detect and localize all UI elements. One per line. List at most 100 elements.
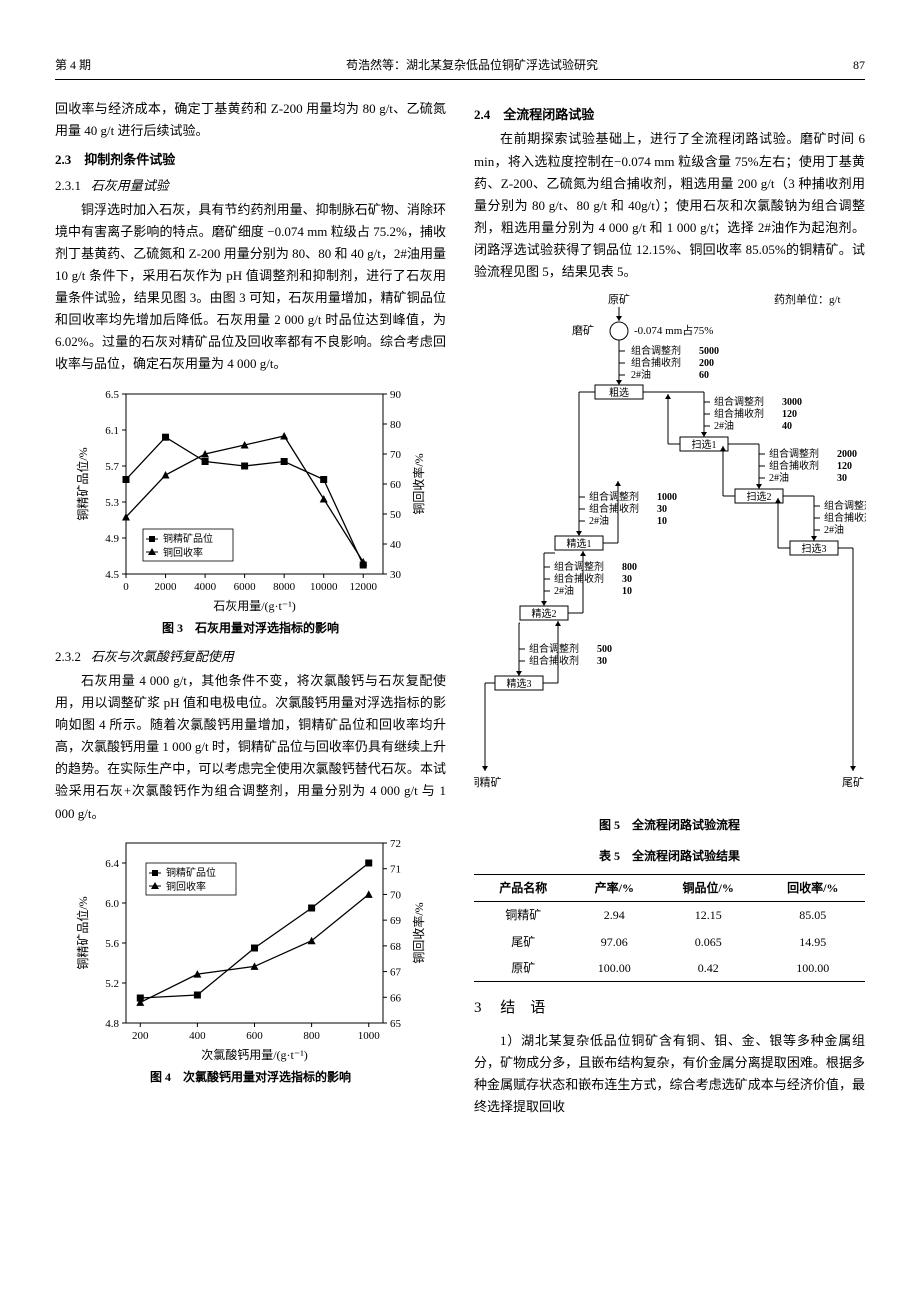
svg-text:5.3: 5.3: [105, 497, 119, 509]
svg-text:2#油: 2#油: [824, 523, 844, 536]
header-right: 87: [853, 55, 865, 75]
svg-text:1000: 1000: [357, 1030, 380, 1042]
figure-5-flowchart: 原矿药剂单位：g/t磨矿-0.074 mm占75%组合调整剂5000组合捕收剂2…: [474, 291, 866, 811]
svg-text:120: 120: [782, 409, 797, 420]
section-2-4-heading: 2.4 全流程闭路试验: [474, 104, 865, 126]
svg-text:铜精矿: 铜精矿: [474, 775, 502, 789]
table-cell: 铜精矿: [474, 902, 573, 929]
para-2-4: 在前期探索试验基础上，进行了全流程闭路试验。磨矿时间 6 min，将入选粒度控制…: [474, 128, 865, 283]
svg-text:药剂单位：g/t: 药剂单位：g/t: [774, 292, 841, 306]
svg-text:71: 71: [390, 863, 401, 875]
svg-text:60: 60: [390, 479, 402, 491]
left-column: 回收率与经济成本，确定丁基黄药和 Z-200 用量均为 80 g/t、乙硫氮用量…: [55, 98, 446, 1120]
svg-text:30: 30: [597, 656, 607, 667]
svg-text:次氯酸钙用量/(g·t⁻¹): 次氯酸钙用量/(g·t⁻¹): [201, 1047, 308, 1062]
subsec-number: 2.3.1: [55, 178, 81, 193]
table-cell: 97.06: [573, 929, 656, 955]
table-cell: 100.00: [760, 955, 865, 982]
svg-text:80: 80: [390, 419, 402, 431]
table-header-cell: 产率/%: [573, 874, 656, 901]
svg-text:30: 30: [657, 504, 667, 515]
svg-text:4.5: 4.5: [105, 569, 119, 581]
svg-text:精选1: 精选1: [567, 537, 592, 550]
svg-text:5.2: 5.2: [105, 978, 119, 990]
section-2-3-heading: 2.3 抑制剂条件试验: [55, 149, 446, 171]
svg-text:800: 800: [303, 1030, 320, 1042]
svg-text:800: 800: [622, 562, 637, 573]
header-left: 第 4 期: [55, 55, 91, 75]
svg-text:3000: 3000: [782, 397, 802, 408]
svg-text:1000: 1000: [657, 492, 677, 503]
svg-text:组合调整剂: 组合调整剂: [714, 395, 764, 408]
svg-text:40: 40: [390, 539, 402, 551]
subsec-number: 2.3.2: [55, 649, 81, 664]
page-header: 第 4 期 苟浩然等：湖北某复杂低品位铜矿浮选试验研究 87: [55, 55, 865, 80]
svg-text:50: 50: [390, 509, 402, 521]
svg-text:组合调整剂: 组合调整剂: [631, 344, 681, 357]
two-column-layout: 回收率与经济成本，确定丁基黄药和 Z-200 用量均为 80 g/t、乙硫氮用量…: [55, 98, 865, 1120]
svg-text:铜回收率: 铜回收率: [166, 880, 206, 893]
svg-text:10: 10: [622, 586, 632, 597]
svg-text:60: 60: [699, 370, 709, 381]
svg-text:65: 65: [390, 1018, 402, 1030]
subsec-title: 石灰与次氯酸钙复配使用: [91, 649, 234, 664]
svg-text:5000: 5000: [699, 346, 719, 357]
table-cell: 原矿: [474, 955, 573, 982]
svg-text:石灰用量/(g·t⁻¹): 石灰用量/(g·t⁻¹): [213, 599, 296, 613]
svg-text:扫选3: 扫选3: [802, 542, 827, 555]
svg-text:粗选: 粗选: [609, 386, 629, 399]
svg-text:原矿: 原矿: [608, 293, 630, 306]
table-header-cell: 产品名称: [474, 874, 573, 901]
svg-text:2#油: 2#油: [589, 514, 609, 527]
svg-text:6.0: 6.0: [105, 898, 119, 910]
svg-text:铜回收率/%: 铜回收率/%: [411, 902, 426, 963]
svg-text:2000: 2000: [154, 581, 177, 593]
section-2-3-1-heading: 2.3.1 石灰用量试验: [55, 175, 446, 197]
svg-text:组合捕收剂: 组合捕收剂: [714, 407, 764, 420]
svg-text:4.8: 4.8: [105, 1018, 119, 1030]
table-cell: 14.95: [760, 929, 865, 955]
figure-5-caption: 图 5 全流程闭路试验流程: [474, 815, 865, 835]
svg-text:铜精矿品位: 铜精矿品位: [166, 866, 216, 879]
svg-text:67: 67: [390, 966, 402, 978]
para-continuation: 回收率与经济成本，确定丁基黄药和 Z-200 用量均为 80 g/t、乙硫氮用量…: [55, 98, 446, 142]
svg-text:30: 30: [837, 473, 847, 484]
table-row: 原矿100.000.42100.00: [474, 955, 865, 982]
svg-text:组合调整剂: 组合调整剂: [554, 560, 604, 573]
svg-text:扫选1: 扫选1: [692, 438, 717, 451]
svg-text:30: 30: [390, 569, 402, 581]
svg-text:10000: 10000: [309, 581, 337, 593]
figure-4-chart: 2004006008001000次氯酸钙用量/(g·t⁻¹)4.85.25.66…: [71, 833, 431, 1063]
section-3-title-text: 结 语: [500, 1000, 545, 1016]
svg-text:铜精矿品位/%: 铜精矿品位/%: [75, 447, 90, 520]
table-header-cell: 回收率/%: [760, 874, 865, 901]
subsec-title: 石灰用量试验: [91, 178, 169, 193]
table-5-title: 表 5 全流程闭路试验结果: [474, 846, 865, 866]
svg-text:8000: 8000: [273, 581, 296, 593]
table-cell: 85.05: [760, 902, 865, 929]
table-header-cell: 铜品位/%: [656, 874, 760, 901]
svg-text:6.1: 6.1: [105, 425, 119, 437]
figure-4-caption: 图 4 次氯酸钙用量对浮选指标的影响: [55, 1067, 446, 1087]
svg-text:5.7: 5.7: [105, 461, 119, 473]
svg-text:2000: 2000: [837, 449, 857, 460]
svg-text:磨矿: 磨矿: [572, 324, 594, 337]
figure-3-caption: 图 3 石灰用量对浮选指标的影响: [55, 618, 446, 638]
para-2-3-2: 石灰用量 4 000 g/t，其他条件不变，将次氯酸钙与石灰复配使用，用以调整矿…: [55, 670, 446, 825]
header-center: 苟浩然等：湖北某复杂低品位铜矿浮选试验研究: [346, 55, 598, 75]
table-cell: 0.42: [656, 955, 760, 982]
svg-text:5.6: 5.6: [105, 938, 119, 950]
svg-text:90: 90: [390, 389, 402, 401]
svg-text:2#油: 2#油: [769, 471, 789, 484]
table-cell: 100.00: [573, 955, 656, 982]
svg-text:66: 66: [390, 992, 402, 1004]
svg-text:12000: 12000: [349, 581, 377, 593]
svg-text:200: 200: [132, 1030, 149, 1042]
table-row: 铜精矿2.9412.1585.05: [474, 902, 865, 929]
svg-text:铜回收率/%: 铜回收率/%: [411, 453, 426, 514]
table-cell: 0.065: [656, 929, 760, 955]
svg-text:70: 70: [390, 449, 402, 461]
svg-text:200: 200: [699, 358, 714, 369]
svg-text:组合调整剂: 组合调整剂: [589, 490, 639, 503]
table-5: 产品名称产率/%铜品位/%回收率/% 铜精矿2.9412.1585.05尾矿97…: [474, 874, 865, 983]
